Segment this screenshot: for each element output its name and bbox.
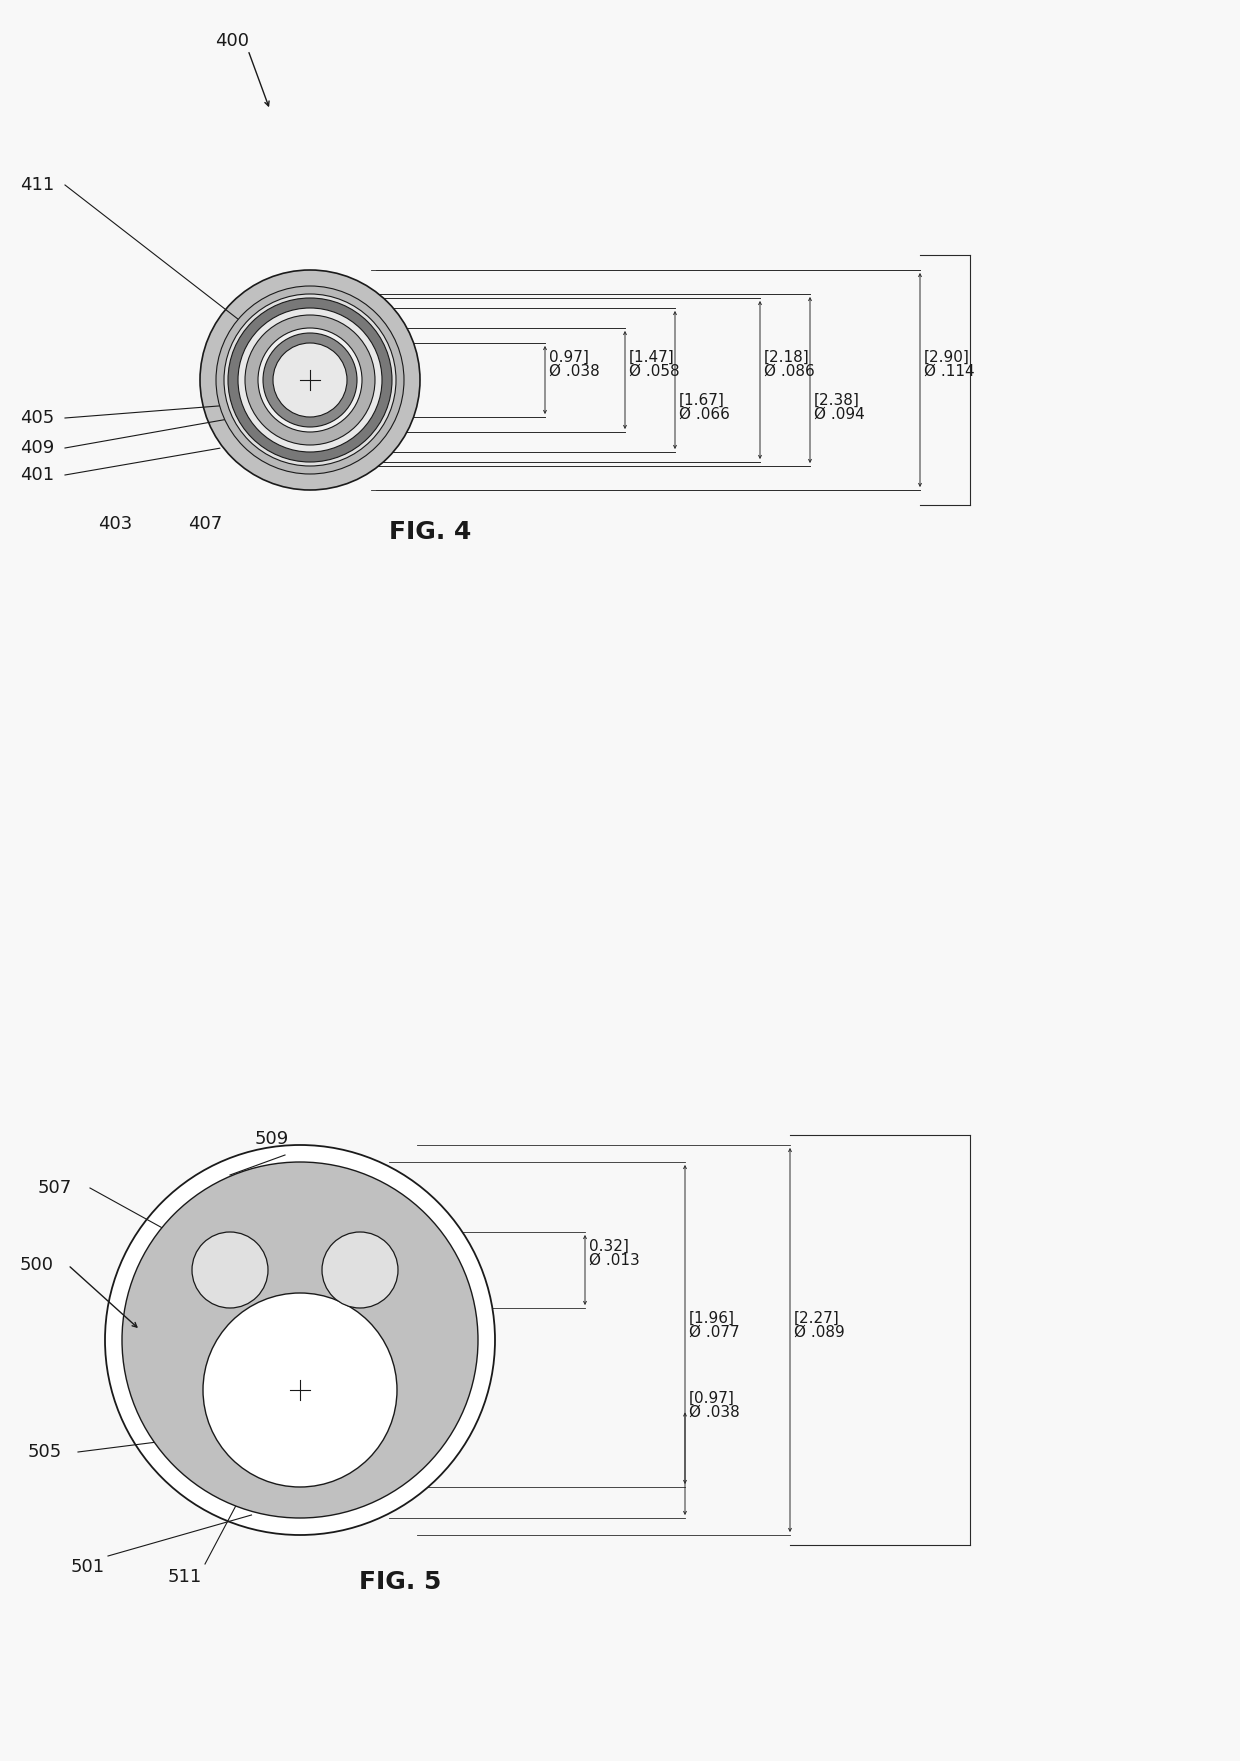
Text: 0.32]: 0.32] [589, 1240, 629, 1254]
Text: 409: 409 [20, 438, 55, 458]
Text: Ø .114: Ø .114 [924, 365, 975, 379]
Text: [1.67]: [1.67] [680, 393, 725, 409]
Text: 509: 509 [255, 1131, 289, 1148]
Text: 507: 507 [38, 1180, 72, 1197]
Text: [2.27]: [2.27] [794, 1310, 839, 1326]
Text: 401: 401 [20, 467, 55, 484]
Text: [2.90]: [2.90] [924, 350, 970, 365]
Circle shape [122, 1162, 477, 1518]
Text: 0.97]: 0.97] [549, 350, 589, 365]
Circle shape [216, 285, 404, 474]
Circle shape [246, 315, 374, 446]
Text: Ø .094: Ø .094 [813, 407, 864, 423]
Text: [0.97]: [0.97] [689, 1391, 735, 1405]
Circle shape [105, 1145, 495, 1536]
Circle shape [200, 269, 420, 490]
Text: [2.38]: [2.38] [813, 393, 859, 409]
Circle shape [258, 328, 362, 431]
Text: Ø .058: Ø .058 [629, 365, 680, 379]
Text: FIG. 5: FIG. 5 [358, 1571, 441, 1594]
Circle shape [263, 333, 357, 426]
Text: 400: 400 [215, 32, 249, 49]
Text: Ø .086: Ø .086 [764, 365, 815, 379]
Text: FIG. 4: FIG. 4 [389, 519, 471, 544]
Circle shape [228, 298, 392, 461]
Text: [2.18]: [2.18] [764, 350, 810, 365]
Text: Ø .038: Ø .038 [689, 1405, 740, 1419]
Text: [1.96]: [1.96] [689, 1310, 735, 1326]
Text: Ø .038: Ø .038 [549, 365, 600, 379]
Text: 403: 403 [98, 514, 133, 534]
Text: 501: 501 [71, 1558, 105, 1576]
Text: Ø .089: Ø .089 [794, 1324, 844, 1340]
Text: Ø .013: Ø .013 [589, 1254, 640, 1268]
Text: 500: 500 [20, 1256, 55, 1273]
Text: 405: 405 [20, 409, 55, 426]
Circle shape [203, 1293, 397, 1486]
Text: [1.47]: [1.47] [629, 350, 675, 365]
Circle shape [238, 308, 382, 453]
Circle shape [192, 1233, 268, 1308]
Text: 511: 511 [167, 1567, 202, 1587]
Text: Ø .077: Ø .077 [689, 1324, 739, 1340]
Circle shape [322, 1233, 398, 1308]
Text: 407: 407 [188, 514, 222, 534]
Circle shape [273, 343, 347, 417]
Text: 411: 411 [20, 176, 55, 194]
Circle shape [224, 294, 396, 467]
Text: Ø .066: Ø .066 [680, 407, 730, 423]
Text: 505: 505 [29, 1442, 62, 1462]
